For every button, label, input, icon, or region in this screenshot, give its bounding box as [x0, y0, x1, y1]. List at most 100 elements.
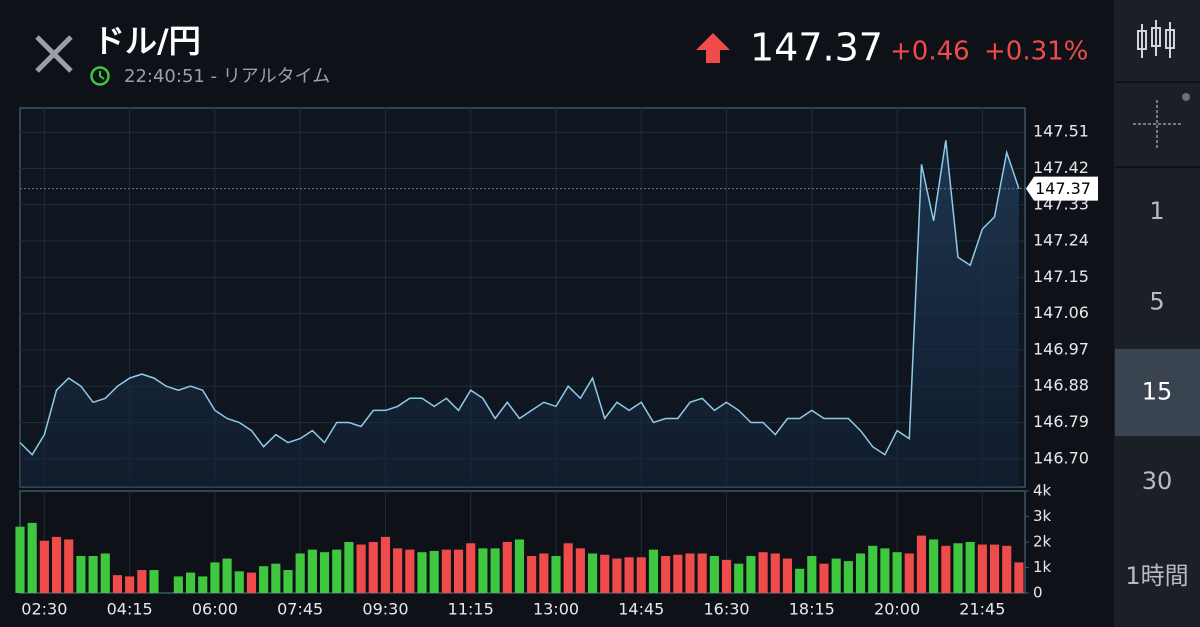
current-price-label: 147.37	[1035, 179, 1091, 198]
title: ドル/円	[93, 22, 201, 60]
price-line	[19, 140, 1020, 456]
up-arrow	[696, 33, 730, 63]
volume-bar	[746, 556, 756, 593]
volume-bar	[466, 543, 476, 593]
volume-bar	[892, 552, 902, 593]
volume-bar	[88, 556, 98, 593]
volume-bar	[551, 556, 561, 593]
y-tick-label: 2k	[1033, 533, 1052, 551]
x-tick-label: 09:30	[362, 600, 408, 619]
volume-bar	[173, 576, 183, 593]
interval-label: 1	[1149, 197, 1164, 225]
volume-bar	[478, 548, 488, 593]
volume-bar	[246, 572, 257, 593]
x-tick-label: 04:15	[107, 600, 153, 619]
y-tick-label: 146.79	[1033, 412, 1089, 431]
volume-bar	[904, 553, 914, 593]
volume-bar	[941, 545, 951, 593]
volume-bar	[965, 542, 975, 593]
y-tick-label: 146.70	[1033, 448, 1089, 467]
volume-bar	[563, 543, 573, 593]
update-time: 22:40:51 - リアルタイム	[124, 66, 330, 87]
interval-button[interactable]: 1	[1115, 168, 1200, 256]
volume-bar	[51, 536, 62, 593]
volume-bar	[405, 549, 415, 593]
x-tick-label: 13:00	[533, 600, 579, 619]
volume-bar	[39, 540, 49, 593]
interval-bg	[1115, 258, 1200, 347]
volume-bar	[137, 570, 147, 593]
volume-bar	[380, 536, 391, 593]
interval-button[interactable]: 15	[1115, 349, 1200, 436]
volume-bar	[319, 552, 330, 593]
volume-bar	[819, 563, 829, 593]
volume-bar	[490, 548, 500, 593]
volume-bar	[332, 549, 342, 593]
volume-bar	[782, 558, 793, 593]
volume-bar	[673, 554, 683, 593]
volume-bar	[539, 553, 549, 593]
volume-bar	[855, 553, 866, 593]
x-tick-label: 11:15	[448, 600, 494, 619]
volume-bar	[453, 549, 464, 593]
x-tick-label: 16:30	[703, 600, 749, 619]
interval-button[interactable]: 5	[1115, 258, 1200, 347]
y-tick-label: 147.24	[1033, 231, 1089, 250]
volume-bar	[929, 539, 939, 593]
volume-bar	[795, 568, 805, 593]
volume-bar	[989, 544, 1000, 593]
crosshair-button[interactable]	[1115, 93, 1200, 168]
x-tick-label: 14:45	[618, 600, 664, 619]
volume-bar	[600, 554, 610, 593]
change: +0.46	[890, 37, 970, 67]
x-tick-label: 06:00	[192, 600, 238, 619]
volume-bar	[198, 576, 208, 593]
volume-bar	[271, 563, 281, 593]
volume-bar	[417, 552, 427, 593]
y-tick-label: 147.42	[1033, 158, 1089, 177]
volume-bar	[502, 542, 512, 593]
volume-bar	[344, 542, 354, 593]
volume-bar	[880, 548, 890, 593]
current-price-tag	[1026, 176, 1098, 201]
x-tick-label: 20:00	[874, 600, 920, 619]
volume-bar	[612, 558, 622, 593]
volume-bar	[770, 553, 780, 593]
volume-bar	[112, 575, 123, 593]
volume-bar	[185, 572, 196, 593]
x-tick-label: 21:45	[959, 600, 1005, 619]
close-button[interactable]	[35, 35, 73, 73]
volume-bar	[636, 557, 646, 593]
area	[20, 140, 1019, 488]
volume-bar	[575, 548, 585, 593]
interval-label: 5	[1149, 288, 1164, 316]
volume-bar	[685, 553, 695, 593]
interval-button[interactable]: 30	[1115, 438, 1200, 526]
x-tick-label: 18:15	[789, 600, 835, 619]
volume-bar	[977, 544, 987, 593]
interval-label: 15	[1142, 378, 1173, 406]
volume-bar	[709, 556, 719, 593]
volume-bar	[15, 526, 25, 593]
interval-bg	[1115, 528, 1200, 626]
volume-bar	[125, 576, 135, 593]
volume-bar	[514, 539, 525, 593]
volume-bar	[697, 553, 707, 593]
price: 147.37	[750, 26, 883, 70]
y-tick-label: 0	[1033, 584, 1043, 602]
interval-bg	[1115, 349, 1200, 436]
volume-bar	[393, 548, 403, 593]
volume-bar	[295, 553, 305, 593]
volume-bar	[222, 558, 232, 593]
volume-bar	[807, 556, 817, 593]
interval-button[interactable]: 1時間	[1115, 528, 1200, 626]
volume-bar	[234, 571, 244, 593]
volume-bar	[624, 557, 634, 593]
volume-bar	[64, 539, 74, 593]
candle-button[interactable]	[1115, 20, 1200, 83]
volume-bar	[831, 558, 841, 593]
volume-bar	[868, 545, 878, 593]
